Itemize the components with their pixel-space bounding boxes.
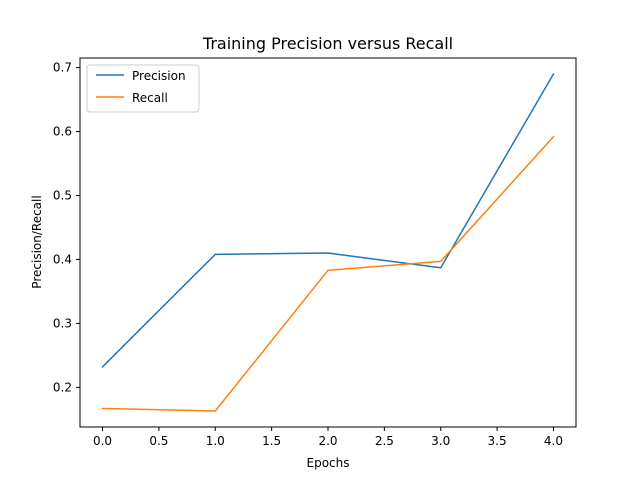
series-line-recall — [101, 135, 555, 412]
x-tick-label: 4.0 — [544, 434, 563, 448]
x-tick-label: 1.0 — [206, 434, 225, 448]
x-tick-label: 1.5 — [262, 434, 281, 448]
y-tick-label: 0.5 — [53, 188, 72, 202]
y-axis-ticks: 0.2 0.3 0.4 0.5 0.6 0.7 — [53, 61, 80, 394]
x-axis-ticks: 0.0 0.5 1.0 1.5 2.0 2.5 3.0 3.5 4.0 — [93, 427, 563, 448]
chart-title: Training Precision versus Recall — [202, 34, 453, 53]
legend-label-precision: Precision — [132, 69, 186, 83]
x-tick-label: 2.0 — [318, 434, 337, 448]
legend-label-recall: Recall — [132, 91, 168, 105]
x-tick-label: 2.5 — [375, 434, 394, 448]
x-tick-label: 0.5 — [149, 434, 168, 448]
y-tick-label: 0.3 — [53, 316, 72, 330]
y-tick-label: 0.7 — [53, 61, 72, 75]
legend-box — [86, 64, 200, 113]
x-tick-label: 3.0 — [431, 434, 450, 448]
y-tick-label: 0.2 — [53, 380, 72, 394]
y-tick-label: 0.6 — [53, 125, 72, 139]
series-line-precision — [101, 72, 555, 368]
legend: Precision Recall — [86, 64, 200, 113]
x-axis-label: Epochs — [307, 456, 350, 470]
plot-lines — [101, 72, 555, 412]
y-tick-label: 0.4 — [53, 252, 72, 266]
x-tick-label: 0.0 — [93, 434, 112, 448]
y-axis-label: Precision/Recall — [30, 195, 44, 288]
x-tick-label: 3.5 — [488, 434, 507, 448]
